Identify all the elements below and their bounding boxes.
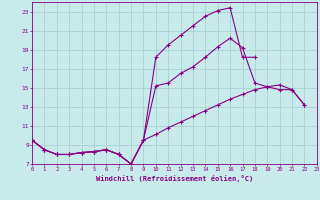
X-axis label: Windchill (Refroidissement éolien,°C): Windchill (Refroidissement éolien,°C): [96, 175, 253, 182]
